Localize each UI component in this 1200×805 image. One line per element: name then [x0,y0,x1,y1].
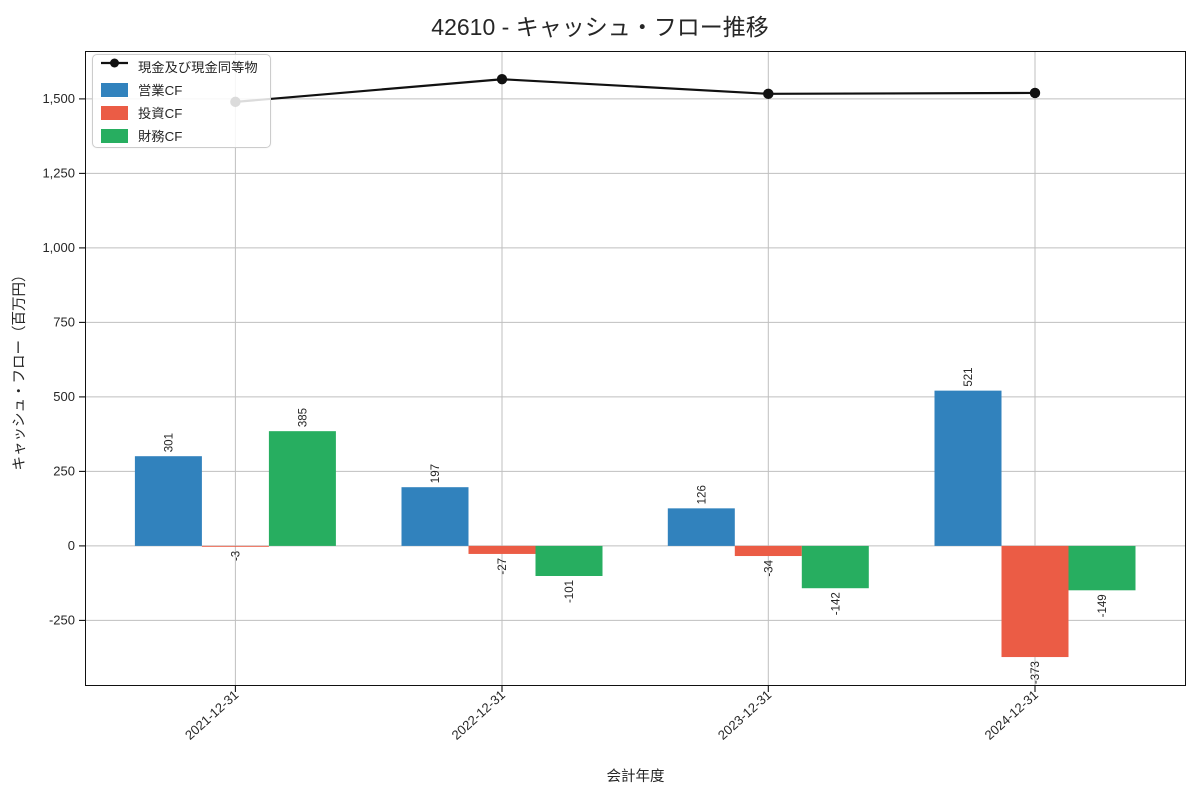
svg-text:2023-12-31: 2023-12-31 [715,687,774,743]
svg-text:2024-12-31: 2024-12-31 [982,687,1041,743]
svg-text:-373: -373 [1030,661,1042,684]
svg-text:385: 385 [297,408,309,427]
svg-text:301: 301 [163,433,175,452]
svg-text:1,000: 1,000 [42,240,75,255]
svg-text:197: 197 [430,464,442,483]
svg-text:2022-12-31: 2022-12-31 [449,687,508,743]
svg-text:2021-12-31: 2021-12-31 [182,687,241,743]
svg-text:-142: -142 [830,592,842,615]
svg-text:-149: -149 [1097,594,1109,617]
svg-text:521: 521 [963,367,975,386]
svg-text:-34: -34 [763,559,775,576]
svg-text:1,250: 1,250 [42,165,75,180]
svg-text:1,500: 1,500 [42,91,75,106]
svg-text:-27: -27 [497,558,509,575]
svg-text:250: 250 [53,463,75,478]
svg-text:0: 0 [68,538,75,553]
svg-text:750: 750 [53,314,75,329]
svg-text:500: 500 [53,389,75,404]
svg-text:-250: -250 [49,612,75,627]
svg-text:-101: -101 [564,580,576,603]
svg-text:-3: -3 [230,551,242,561]
svg-text:126: 126 [696,485,708,504]
